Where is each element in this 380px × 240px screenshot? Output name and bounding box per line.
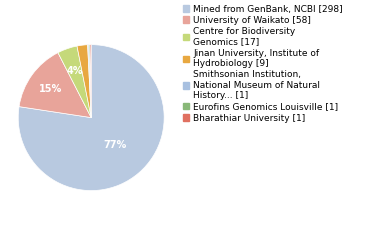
Legend: Mined from GenBank, NCBI [298], University of Waikato [58], Centre for Biodivers: Mined from GenBank, NCBI [298], Universi…: [183, 5, 343, 123]
Wedge shape: [58, 46, 91, 118]
Wedge shape: [90, 45, 91, 118]
Text: 15%: 15%: [39, 84, 63, 94]
Wedge shape: [18, 45, 164, 191]
Wedge shape: [77, 45, 91, 118]
Text: 4%: 4%: [66, 66, 83, 76]
Wedge shape: [88, 45, 91, 118]
Wedge shape: [89, 45, 91, 118]
Text: 77%: 77%: [103, 140, 127, 150]
Wedge shape: [19, 53, 91, 118]
